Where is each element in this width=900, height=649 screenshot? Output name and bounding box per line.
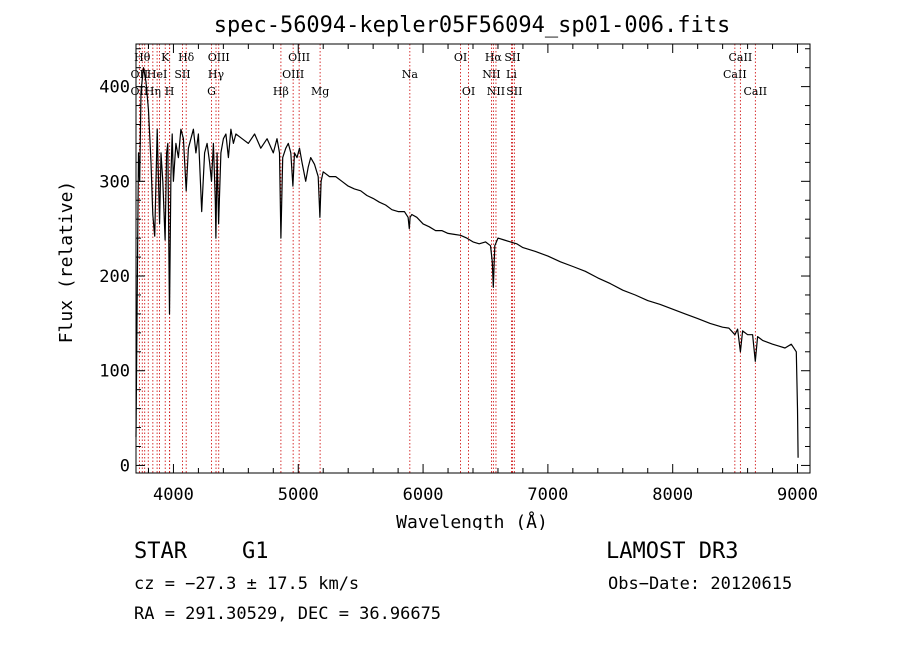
- line-label-mid-22: NII: [482, 68, 500, 81]
- chart-title: spec-56094-kepler05F56094_sp01-006.fits: [214, 13, 731, 38]
- observation-date: Obs−Date: 20120615: [608, 574, 793, 594]
- x-tick-label: 9000: [777, 485, 818, 505]
- line-label-bot-8: H: [165, 85, 175, 98]
- line-label-bot-4: Hη: [145, 85, 161, 98]
- y-tick-label: 400: [99, 78, 130, 98]
- line-label-bot-30: CaII: [743, 85, 767, 98]
- y-tick-label: 300: [99, 172, 130, 192]
- line-markers: [138, 44, 756, 473]
- coordinates: RA = 291.30529, DEC = 36.96675: [134, 604, 442, 624]
- line-label-mid-10: SII: [174, 68, 190, 81]
- survey-name: LAMOST DR3: [606, 539, 739, 564]
- x-tick-label: 7000: [527, 485, 568, 505]
- line-label-top-23: Hα: [485, 51, 503, 64]
- line-label-bot-15: Hβ: [273, 85, 289, 98]
- spectrum-chart: spec-56094-kepler05F56094_sp01-006.fits …: [56, 13, 818, 530]
- line-label-bot-24: NII: [487, 85, 505, 98]
- x-tick-label: 5000: [278, 485, 319, 505]
- spectrum-line: [135, 67, 799, 458]
- line-label-bot-12: G: [207, 85, 216, 98]
- y-axis-label: Flux (relative): [56, 181, 77, 344]
- object-subclass: G1: [242, 539, 269, 564]
- line-label-top-14: OIII: [208, 51, 230, 64]
- line-label-top-20: OI: [454, 51, 467, 64]
- y-tick-label: 100: [99, 362, 130, 382]
- line-marker-labels: OIIOIIHθHηHeIKHSIIHδGHγOIIIHβOIIIOIIIMgN…: [131, 51, 768, 98]
- x-axis: 4000 5000 6000 7000 8000 9000: [147, 44, 818, 505]
- line-label-mid-19: Na: [402, 68, 419, 81]
- line-label-top-7: K: [161, 51, 170, 64]
- line-label-bot-27: SII: [506, 85, 522, 98]
- x-tick-label: 4000: [153, 485, 194, 505]
- line-label-mid-25: Li: [506, 68, 517, 81]
- line-label-bot-21: OI: [462, 85, 475, 98]
- line-label-top-26: SII: [504, 51, 520, 64]
- line-label-top-1: Hθ: [134, 51, 151, 64]
- x-tick-label: 6000: [403, 485, 444, 505]
- x-axis-label: Wavelength (Å): [396, 511, 548, 530]
- line-label-bot-18: Mg: [311, 85, 329, 98]
- line-label-bot-0: OII: [131, 85, 149, 98]
- redshift-value: cz = −27.3 ± 17.5 km/s: [134, 574, 360, 594]
- line-label-top-11: Hδ: [178, 51, 195, 64]
- y-axis: 0 100 200 300 400: [99, 48, 810, 476]
- line-label-mid-13: Hγ: [208, 68, 225, 81]
- plot-frame: [135, 43, 811, 474]
- object-class: STAR: [134, 539, 187, 564]
- x-tick-label: 8000: [652, 485, 693, 505]
- y-tick-label: 0: [120, 456, 130, 476]
- line-label-mid-5: HeI: [147, 68, 167, 81]
- line-label-top-17: OIII: [288, 51, 310, 64]
- line-label-top-29: CaII: [729, 51, 753, 64]
- y-tick-label: 200: [99, 267, 130, 287]
- line-label-mid-28: CaII: [723, 68, 747, 81]
- line-label-mid-16: OIII: [282, 68, 304, 81]
